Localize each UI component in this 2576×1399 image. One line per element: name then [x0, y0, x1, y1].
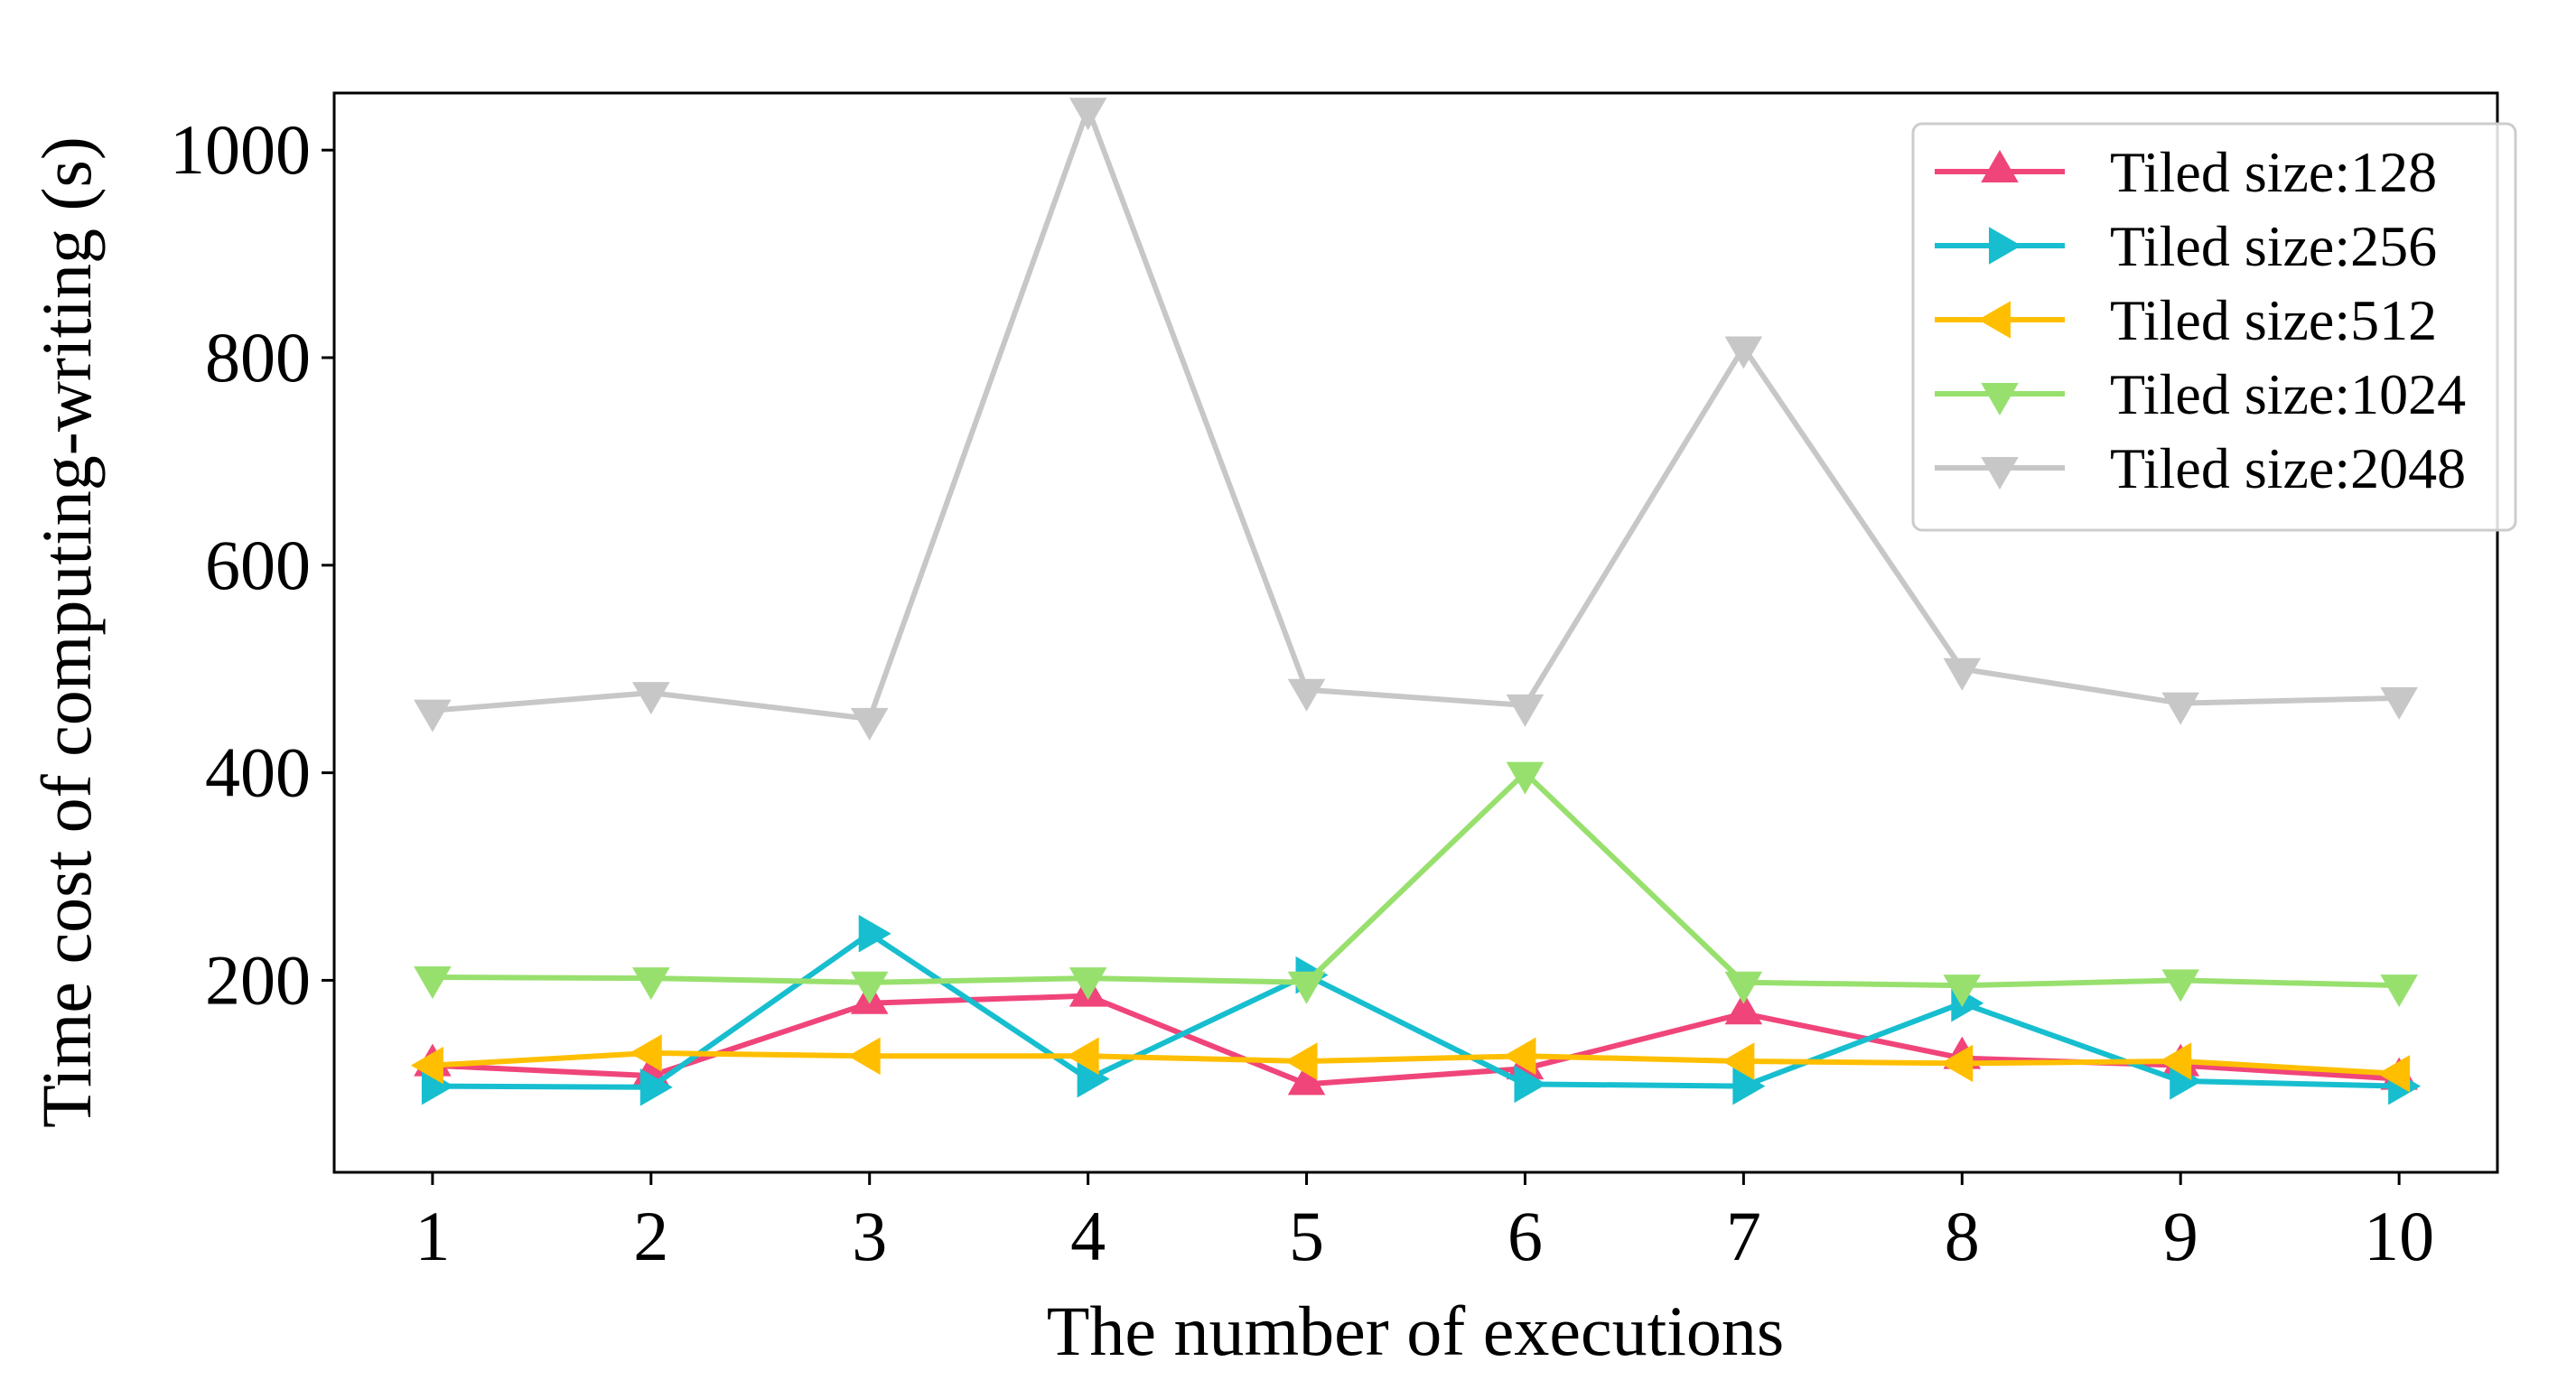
series-line	[432, 930, 2400, 1090]
data-point	[850, 971, 889, 1004]
legend-label: Tiled size:256	[2110, 214, 2437, 278]
data-point	[1287, 971, 1326, 1004]
data-point	[850, 707, 889, 741]
x-axis-label: The number of executions	[1047, 1292, 1785, 1370]
series-line	[432, 1049, 2400, 1077]
legend-box	[1911, 122, 2517, 532]
legend-entry: Tiled size:512	[1935, 288, 2437, 352]
x-tick-labels: 1 2 3 4 5 6 7 8 9 10	[415, 1197, 2434, 1275]
data-point	[2159, 1042, 2192, 1080]
plot-frame	[332, 91, 2499, 1174]
data-point	[1724, 971, 1763, 1004]
data-point	[639, 1068, 673, 1106]
data-point	[1069, 98, 1107, 131]
data-point	[1506, 694, 1545, 727]
data-point	[421, 1067, 454, 1105]
data-point	[631, 682, 670, 715]
data-point	[1940, 1044, 1974, 1083]
data-point	[2161, 969, 2200, 1003]
data-point	[847, 1037, 881, 1076]
data-point	[631, 967, 670, 1001]
series-1	[414, 974, 2418, 1096]
legend-entry: Tiled size:1024	[1935, 362, 2466, 426]
x-tick-label: 10	[2364, 1197, 2434, 1275]
legend: Tiled size:128 Tiled size:256 Tiled size:5…	[1911, 122, 2517, 532]
data-point	[414, 965, 452, 999]
data-point	[858, 914, 891, 953]
data-point	[2380, 686, 2418, 720]
series-5	[414, 98, 2418, 741]
legend-marker	[1981, 457, 2019, 490]
y-tick-label: 800	[205, 318, 311, 396]
series-4	[414, 761, 2418, 1008]
x-tick-label: 6	[1507, 1197, 1543, 1275]
data-point	[1284, 1042, 1318, 1080]
data-point	[1943, 975, 1982, 1008]
legend-marker	[1981, 383, 2019, 415]
x-tick-label: 3	[852, 1197, 887, 1275]
data-point	[2377, 1055, 2411, 1093]
x-tick-label: 9	[2163, 1197, 2198, 1275]
legend-label: Tiled size:512	[2110, 288, 2437, 352]
data-point	[414, 699, 452, 732]
y-tick-label: 1000	[170, 110, 311, 189]
data-point	[1722, 1042, 1755, 1080]
y-tick-label: 200	[205, 940, 311, 1019]
legend-marker	[1978, 301, 2011, 339]
series-lines	[410, 98, 2422, 1106]
legend-entry: Tiled size:128	[1935, 140, 2437, 204]
data-point	[1724, 336, 1763, 369]
data-point	[1943, 658, 1982, 691]
x-tick-label: 7	[1726, 1197, 1761, 1275]
legend-label: Tiled size:2048	[2110, 436, 2466, 500]
data-point	[1724, 992, 1763, 1025]
data-point	[629, 1034, 662, 1072]
data-point	[2380, 975, 2418, 1008]
series-line	[432, 993, 2400, 1087]
x-tick-label: 2	[633, 1197, 668, 1275]
x-tick-label: 4	[1070, 1197, 1106, 1275]
series-line	[432, 106, 2400, 722]
y-tick-label: 600	[205, 526, 311, 604]
legend-label: Tiled size:1024	[2110, 362, 2466, 426]
data-point	[1506, 761, 1545, 795]
data-point	[2161, 692, 2200, 725]
y-tick-labels: 200 400 600 800 1000	[170, 110, 311, 1019]
legend-marker	[1981, 150, 2019, 182]
y-tick-label: 400	[205, 733, 311, 812]
data-point	[1287, 1062, 1326, 1096]
tick-marks	[322, 148, 2401, 1185]
y-axis-label: Time cost of computing-writing (s)	[27, 136, 106, 1128]
legend-entry: Tiled size:2048	[1935, 436, 2466, 500]
x-tick-label: 8	[1945, 1197, 1980, 1275]
data-point	[1077, 1059, 1110, 1098]
legend-label: Tiled size:128	[2110, 140, 2437, 204]
legend-entry: Tiled size:256	[1935, 214, 2437, 278]
data-point	[1503, 1037, 1536, 1076]
data-point	[1069, 967, 1107, 1001]
data-point	[1066, 1037, 1099, 1076]
data-point	[1287, 678, 1326, 712]
series-3	[410, 1034, 2411, 1093]
x-tick-label: 1	[415, 1197, 450, 1275]
legend-marker	[1989, 227, 2021, 265]
data-point	[1514, 1065, 1547, 1104]
series-line	[432, 769, 2400, 989]
data-point	[1732, 1067, 1766, 1105]
x-tick-label: 5	[1289, 1197, 1324, 1275]
data-point	[410, 1046, 443, 1085]
